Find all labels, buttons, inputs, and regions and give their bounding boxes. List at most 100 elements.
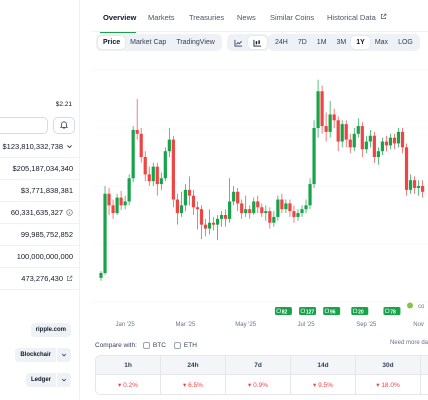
circulating-supply-row: 60,331,635,327: [0, 202, 80, 224]
event-badge: 127: [299, 307, 317, 315]
candle-body: [111, 205, 115, 214]
candle-body: [211, 222, 216, 225]
price-chart[interactable]: 82 127 96 20 78 Jan '25 Mar '25 May '25 Jul '25…: [92, 62, 428, 332]
view-market-cap[interactable]: Market Cap: [130, 39, 167, 46]
candle-body: [215, 218, 220, 225]
view-price[interactable]: Price: [98, 36, 126, 49]
explorer-dropdown[interactable]: Blockchair: [15, 348, 71, 362]
range-max[interactable]: Max: [374, 39, 389, 46]
candlestick-icon[interactable]: [248, 36, 267, 49]
checkbox-box[interactable]: [173, 341, 181, 349]
candle-body: [376, 151, 380, 157]
candle-body: [408, 180, 413, 190]
candle-body: [99, 273, 103, 278]
chevron-down-icon[interactable]: [57, 373, 71, 387]
coingecko-logo-icon: [407, 302, 413, 309]
event-badge-count: 96: [330, 309, 336, 315]
caret-down-icon: ▾: [376, 382, 382, 389]
candle-body: [187, 189, 192, 196]
candle-body: [388, 137, 393, 146]
candle-body: [224, 215, 228, 219]
news-icon: [300, 308, 305, 313]
candle-body: [159, 178, 163, 185]
external-link-icon[interactable]: [66, 275, 73, 282]
compare-eth-checkbox[interactable]: ETH: [173, 341, 197, 349]
candle-body: [220, 215, 224, 219]
header-1h: 1h: [96, 356, 161, 374]
change-14d: ▾ 9.5%: [291, 375, 356, 394]
view-tradingview[interactable]: TradingView: [176, 39, 215, 46]
candle-body: [328, 114, 332, 132]
need-more-data-link[interactable]: Need more da: [389, 340, 428, 346]
candle-body: [412, 180, 417, 188]
tab-historical-data[interactable]: Historical Data: [327, 13, 387, 22]
candle-body: [404, 147, 409, 190]
compare-btc-checkbox[interactable]: BTC: [142, 341, 166, 349]
wallet-dropdown[interactable]: Ledger: [25, 373, 71, 387]
event-badge-count: 127: [306, 309, 315, 315]
candle-body: [308, 184, 312, 206]
tab-markets[interactable]: Markets: [148, 13, 175, 22]
watermark-text: co: [418, 304, 425, 310]
tab-news[interactable]: News: [237, 13, 256, 22]
event-badge-count: 20: [358, 309, 364, 315]
candle-body: [103, 193, 107, 273]
candle-body: [147, 174, 151, 182]
candle-body: [324, 126, 328, 132]
change-30d: ▾ 18.0%: [356, 375, 421, 394]
volume-row: $3,771,838,381: [0, 180, 80, 202]
checkbox-box[interactable]: [142, 341, 150, 349]
price-alert-button[interactable]: [53, 117, 75, 134]
candle-body: [175, 199, 179, 214]
range-1m[interactable]: 1M: [316, 39, 327, 46]
bell-icon: [60, 120, 68, 131]
range-7d[interactable]: 7D: [297, 39, 307, 46]
x-tick-label: Mar '25: [176, 322, 196, 328]
line-chart-icon[interactable]: [229, 36, 248, 49]
range-24h[interactable]: 24H: [275, 39, 288, 46]
max-supply-value: 100,000,000,000: [16, 252, 73, 261]
chevron-down-icon[interactable]: [57, 348, 71, 362]
range-log[interactable]: LOG: [398, 39, 413, 46]
market-cap-row[interactable]: $123,810,332,738: [0, 136, 80, 158]
candlestick-series: [99, 79, 425, 281]
tab-treasuries[interactable]: Treasuries: [189, 13, 225, 22]
range-3m[interactable]: 3M: [336, 39, 347, 46]
change-30d-value: 18.0%: [381, 381, 400, 389]
candle-body: [316, 91, 320, 128]
wallet-label[interactable]: Ledger: [25, 373, 56, 387]
candle-body: [304, 205, 308, 210]
candle-body: [151, 166, 155, 182]
candle-body: [268, 211, 272, 223]
candle-body: [296, 213, 300, 217]
caret-down-icon: ▾: [183, 382, 189, 389]
info-icon[interactable]: [66, 209, 73, 216]
x-tick-label: Jul '25: [297, 322, 315, 328]
price-input[interactable]: [0, 117, 48, 134]
change-1h: ▾ 0.2%: [96, 375, 161, 394]
treasury-holdings-row[interactable]: 473,276,430: [0, 268, 80, 290]
max-supply-row: 100,000,000,000: [0, 246, 80, 268]
caret-down-icon: ▾: [313, 382, 319, 389]
candle-body: [207, 222, 212, 229]
explorer-label[interactable]: Blockchair: [15, 348, 56, 362]
candle-body: [131, 129, 135, 179]
candle-body: [312, 128, 316, 185]
candle-body: [364, 141, 368, 150]
tab-overview[interactable]: Overview: [103, 13, 137, 22]
candle-body: [396, 131, 401, 144]
candle-body: [344, 124, 348, 140]
range-1y[interactable]: 1Y: [351, 36, 370, 49]
header-24h: 24h: [161, 356, 226, 374]
tab-similar-coins[interactable]: Similar Coins: [270, 13, 315, 22]
candle-body: [384, 141, 389, 146]
candle-body: [119, 197, 123, 206]
candle-body: [203, 224, 208, 229]
chart-view-toggle: Price Market Cap TradingView: [96, 34, 222, 51]
compare-row: Compare with: BTC ETH: [95, 339, 428, 351]
header-7d: 7d: [226, 356, 291, 374]
website-link[interactable]: ripple.com: [30, 323, 71, 337]
candle-body: [240, 203, 244, 214]
table-row: ▾ 0.2% ▾ 6.5% ▾ 0.9% ▾ 9.5% ▾ 18.0%: [96, 375, 428, 394]
chevron-down-icon[interactable]: [66, 143, 73, 150]
